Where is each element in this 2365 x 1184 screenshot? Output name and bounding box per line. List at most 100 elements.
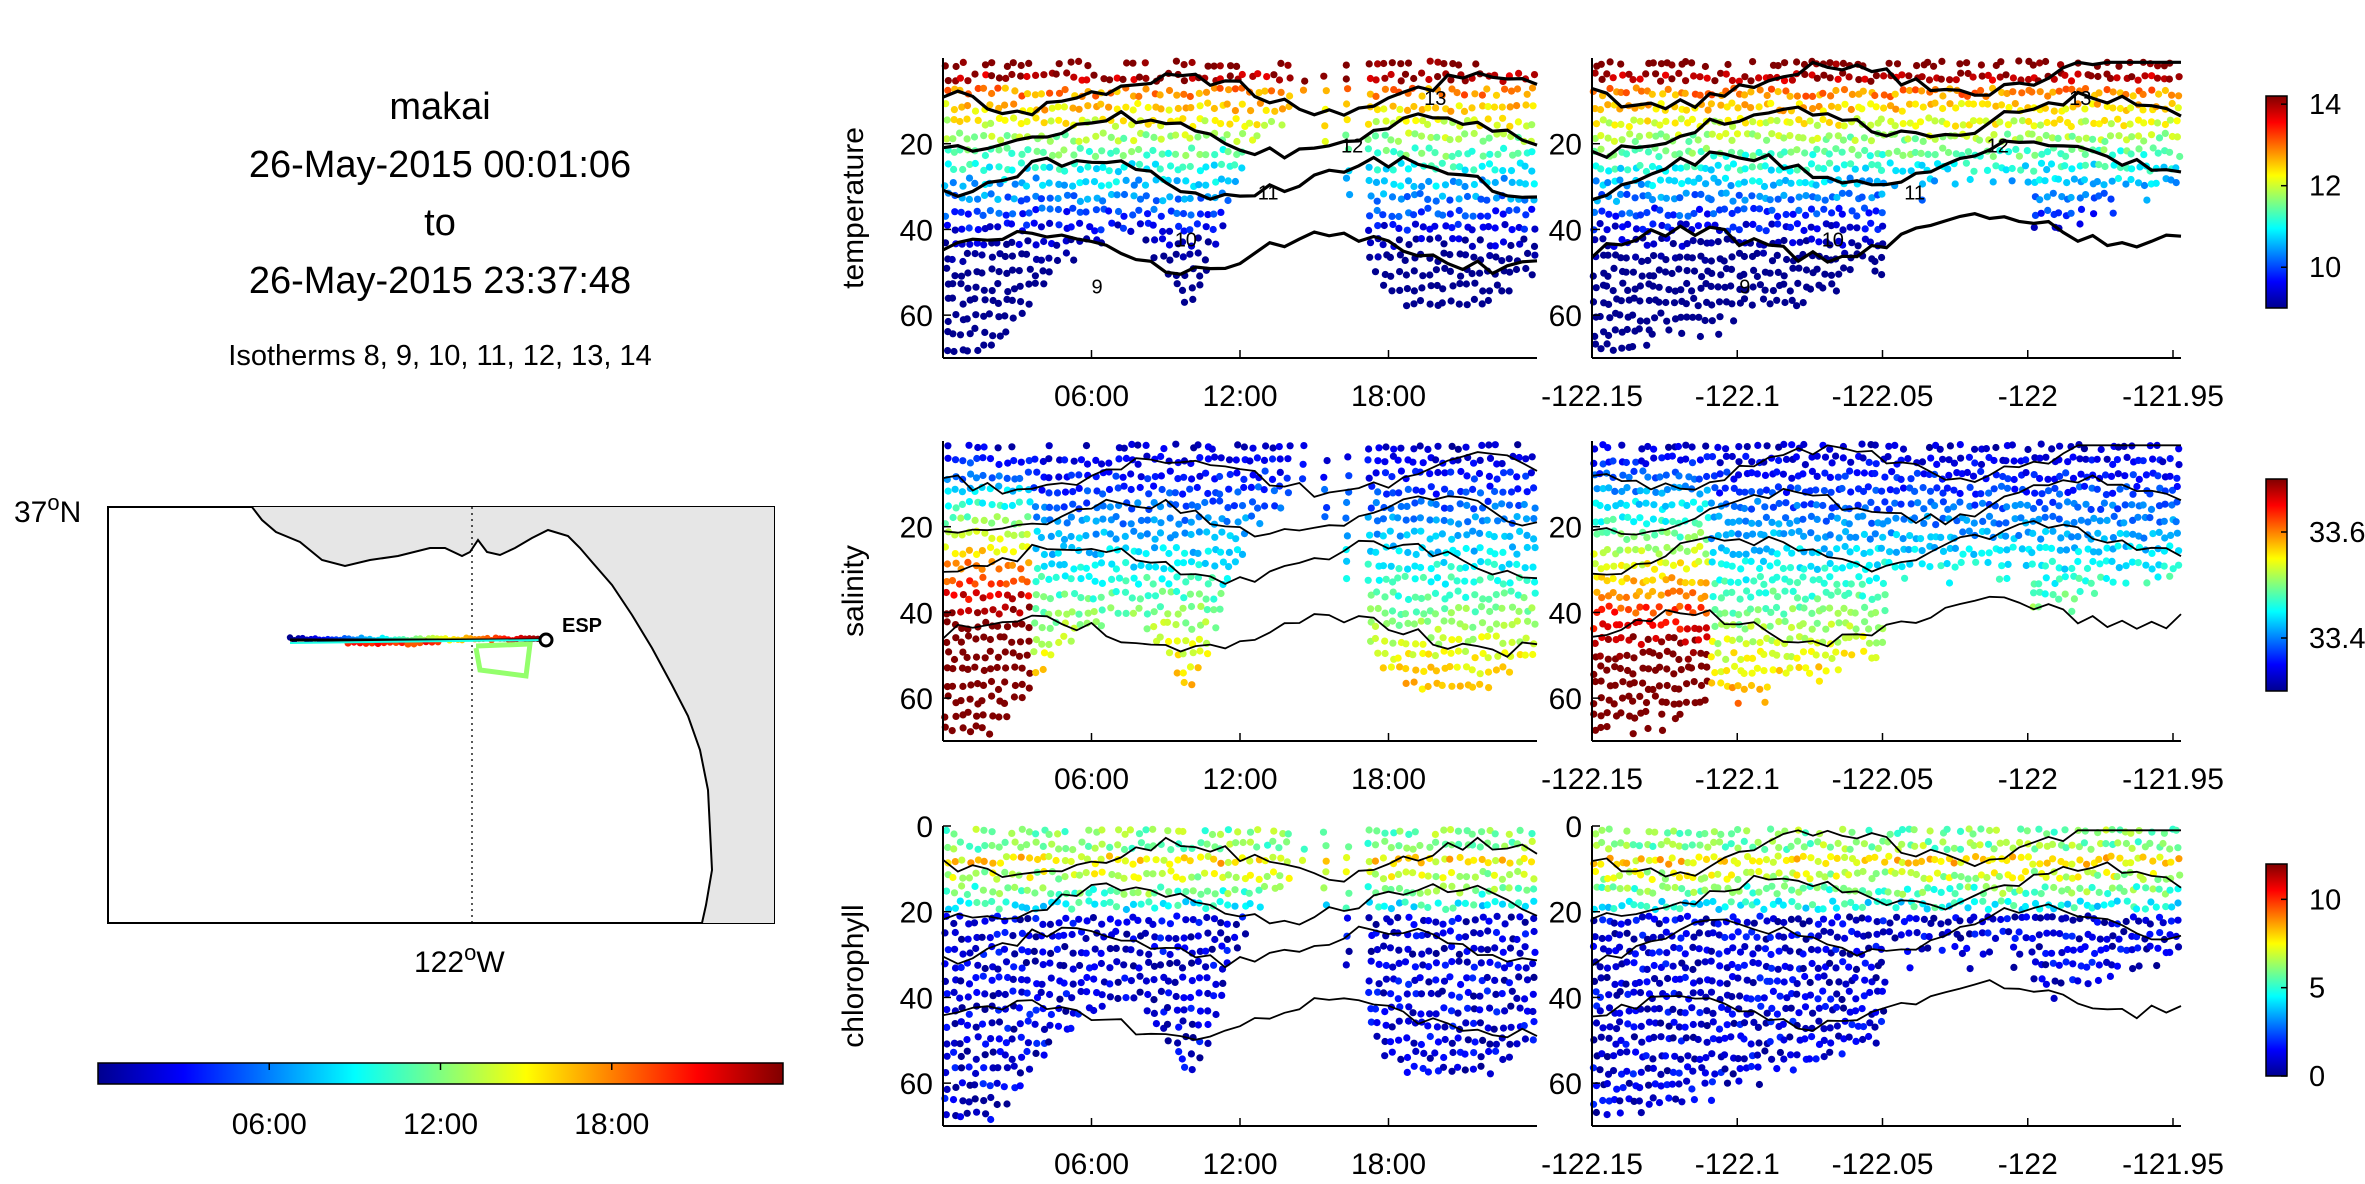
isotherm-contours [1591, 444, 2182, 648]
contour-label: 12 [1341, 135, 1363, 157]
start-time: 26-May-2015 00:01:06 [248, 144, 632, 186]
y-tick-label: 20 [1549, 512, 1582, 545]
x-tick-label: -121.95 [2122, 380, 2224, 413]
y-tick-label: 20 [1549, 129, 1582, 162]
contour-label: 11 [1904, 182, 1925, 204]
y-tick-label: 40 [1549, 597, 1582, 630]
x-tick-label: -121.95 [2122, 763, 2224, 796]
temperature-longitude-axes: 9 10 11 12 13 20 40 60 -122.15 -122.1 -122.05 -122 -… [1541, 57, 2224, 413]
y-tick-label: 40 [900, 214, 933, 247]
salinity-ylabel: salinity [837, 545, 870, 637]
y-tick-label: 40 [1549, 214, 1582, 247]
colorbar-tick-label: 14 [2309, 89, 2341, 121]
temperature-ylabel: temperature [837, 127, 870, 289]
time-colorbar-tick-label: 12:00 [403, 1108, 478, 1141]
contour-label: 10 [1175, 230, 1197, 252]
vehicle-track [286, 634, 547, 679]
figure-title: makai 26-May-2015 00:01:06 to 26-May-201… [120, 78, 760, 310]
temperature-time-axes: 9 10 11 12 13 20 40 60 06:00 12:00 18:00 [900, 57, 1539, 413]
y-tick-label: 20 [1549, 897, 1582, 930]
colorbar-tick-label: 5 [2309, 973, 2325, 1005]
esp-label: ESP [562, 615, 602, 637]
y-tick-label: 40 [900, 982, 933, 1015]
y-tick-label: 60 [1549, 683, 1582, 716]
x-tick-label: -121.95 [2122, 1148, 2224, 1181]
isotherm-contours: 9 10 11 12 13 [1590, 60, 2182, 299]
x-tick-label: -122.1 [1695, 1148, 1780, 1181]
colorbar-tick-label: 10 [2309, 884, 2341, 916]
chlorophyll-ylabel: chlorophyll [837, 904, 870, 1047]
y-tick-label: 60 [1549, 300, 1582, 333]
latitude-label: 37oN [14, 490, 81, 529]
colorbar-tick-label: 0 [2309, 1061, 2325, 1093]
x-tick-label: -122.1 [1695, 763, 1780, 796]
x-tick-label: 06:00 [1054, 763, 1129, 796]
isotherms-note: Isotherms 8, 9, 10, 11, 12, 13, 14 [228, 340, 652, 372]
isotherm-contours [942, 836, 1538, 1041]
contour-label: 13 [2069, 88, 2091, 110]
end-time: 26-May-2015 23:37:48 [248, 260, 632, 302]
x-tick-label: 18:00 [1351, 763, 1426, 796]
x-tick-label: -122 [1998, 380, 2058, 413]
y-tick-label: 20 [900, 512, 933, 545]
salinity-longitude-axes: 20 40 60 -122.15 -122.1 -122.05 -122 -121.95 [1541, 440, 2224, 796]
x-tick-label: -122.1 [1695, 380, 1780, 413]
temperature-colorbar: 10 12 14 [2265, 89, 2341, 309]
y-tick-label: 60 [1549, 1068, 1582, 1101]
scatter-points [1589, 57, 2184, 354]
x-tick-label: -122.15 [1541, 380, 1643, 413]
contour-label: 12 [1987, 135, 2009, 157]
isotherm-contours [1591, 829, 2182, 1032]
scatter-points [941, 440, 1539, 738]
colorbar-tick-label: 33.4 [2309, 623, 2365, 655]
contour-label: 13 [1424, 88, 1446, 110]
land-area [252, 507, 774, 923]
vehicle-name: makai [389, 86, 491, 128]
to-label: to [424, 202, 456, 244]
colorbar-gradient [2265, 863, 2288, 1077]
time-colorbar-tick-label: 06:00 [232, 1108, 307, 1141]
temperature-panel: temperature 9 10 11 12 13 20 40 60 06:00 12:00 18:0… [837, 57, 2341, 413]
x-tick-label: 12:00 [1202, 763, 1277, 796]
x-tick-label: 12:00 [1202, 1148, 1277, 1181]
colorbar-gradient [2265, 478, 2288, 692]
y-tick-label: 40 [900, 597, 933, 630]
y-tick-label: 20 [900, 129, 933, 162]
x-tick-label: -122 [1998, 1148, 2058, 1181]
scatter-points [1589, 825, 2184, 1119]
isotherm-contours: 9 10 11 12 13 [942, 71, 1538, 299]
x-tick-label: 12:00 [1202, 380, 1277, 413]
chlorophyll-longitude-axes: 0 20 40 60 -122.15 -122.1 -122.05 -122 -121.95 [1541, 811, 2224, 1181]
x-tick-label: -122.05 [1832, 763, 1934, 796]
x-tick-label: -122.15 [1541, 763, 1643, 796]
scatter-points [941, 57, 1539, 356]
x-tick-label: 06:00 [1054, 380, 1129, 413]
x-tick-label: -122.05 [1832, 1148, 1934, 1181]
colorbar-tick-label: 10 [2309, 252, 2341, 284]
salinity-panel: salinity 20 40 60 06:00 12:00 18:00 20 40 60 -122.… [837, 440, 2365, 796]
chlorophyll-panel: chlorophyll 0 20 40 60 06:00 12:00 18:00 0 20 40 60… [837, 811, 2341, 1181]
x-tick-label: -122.05 [1832, 380, 1934, 413]
y-tick-label: 0 [1565, 811, 1582, 844]
depth-section-panels: temperature 9 10 11 12 13 20 40 60 06:00 12:00 18:0… [837, 57, 2365, 1181]
y-tick-label: 40 [1549, 982, 1582, 1015]
colorbar-tick-label: 12 [2309, 171, 2341, 203]
x-tick-label: -122.15 [1541, 1148, 1643, 1181]
x-tick-label: 18:00 [1351, 1148, 1426, 1181]
contour-label: 9 [1092, 277, 1103, 299]
x-tick-label: 06:00 [1054, 1148, 1129, 1181]
contour-label: 10 [1822, 230, 1844, 252]
esp-station-marker [538, 632, 554, 648]
y-tick-label: 60 [900, 1068, 933, 1101]
isotherm-contours [942, 451, 1538, 658]
colorbar-gradient [2265, 95, 2288, 309]
chlorophyll-colorbar: 0 5 10 [2265, 863, 2341, 1093]
contour-label: 9 [1739, 277, 1750, 299]
contour-label: 11 [1258, 182, 1279, 204]
track-map: ESP 37oN 122oW [14, 490, 775, 979]
scatter-points [941, 825, 1539, 1124]
time-colorbar-tick-label: 18:00 [574, 1108, 649, 1141]
salinity-time-axes: 20 40 60 06:00 12:00 18:00 [900, 440, 1539, 796]
time-colorbar: 06:00 12:00 18:00 [97, 1062, 784, 1141]
